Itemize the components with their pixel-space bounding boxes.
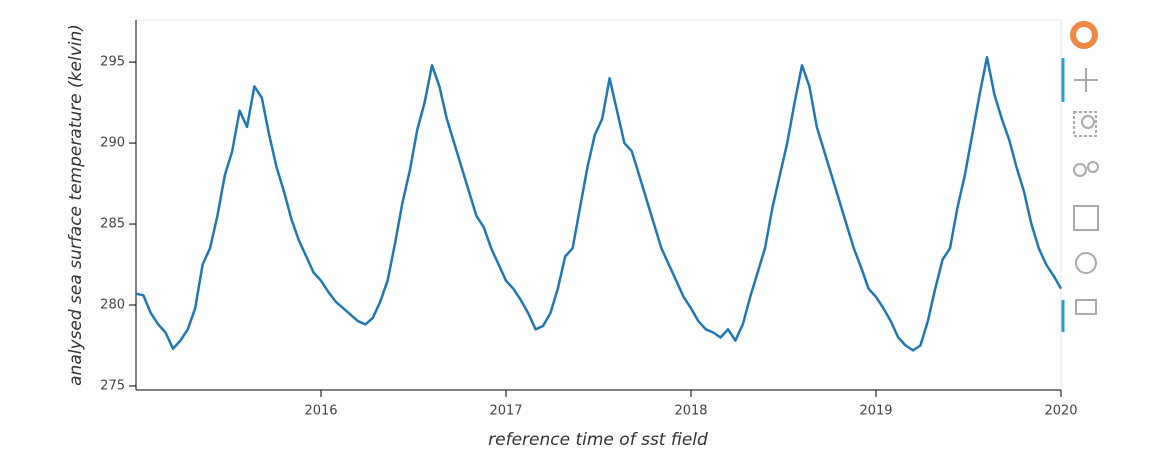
x-tick-label: 2020	[1044, 404, 1077, 419]
y-axis-label: analysed sea surface temperature (kelvin…	[66, 24, 86, 386]
reset-tool[interactable]	[1075, 252, 1097, 274]
wheel-zoom-tool[interactable]	[1073, 161, 1099, 177]
x-axis-label: reference time of sst field	[488, 430, 708, 450]
x-tick-label: 2018	[674, 404, 707, 419]
y-tick-label: 280	[100, 297, 125, 312]
x-tick-label: 2016	[304, 404, 337, 419]
y-tick-label: 295	[100, 55, 125, 70]
x-tick-label: 2019	[859, 404, 892, 419]
toolbar	[1061, 21, 1099, 332]
x-tick-label: 2017	[489, 404, 522, 419]
save-tool[interactable]	[1073, 205, 1099, 231]
y-tick-label: 275	[100, 378, 125, 393]
line-series	[135, 55, 1063, 352]
y-tick-label: 290	[100, 136, 125, 151]
logo[interactable]	[1070, 21, 1098, 49]
pan-tool[interactable]	[1074, 68, 1098, 92]
zoom-tool[interactable]	[1073, 111, 1097, 137]
y-tick-label: 285	[100, 217, 125, 232]
hover-tool[interactable]	[1075, 299, 1097, 315]
plot-frame	[135, 19, 1062, 391]
